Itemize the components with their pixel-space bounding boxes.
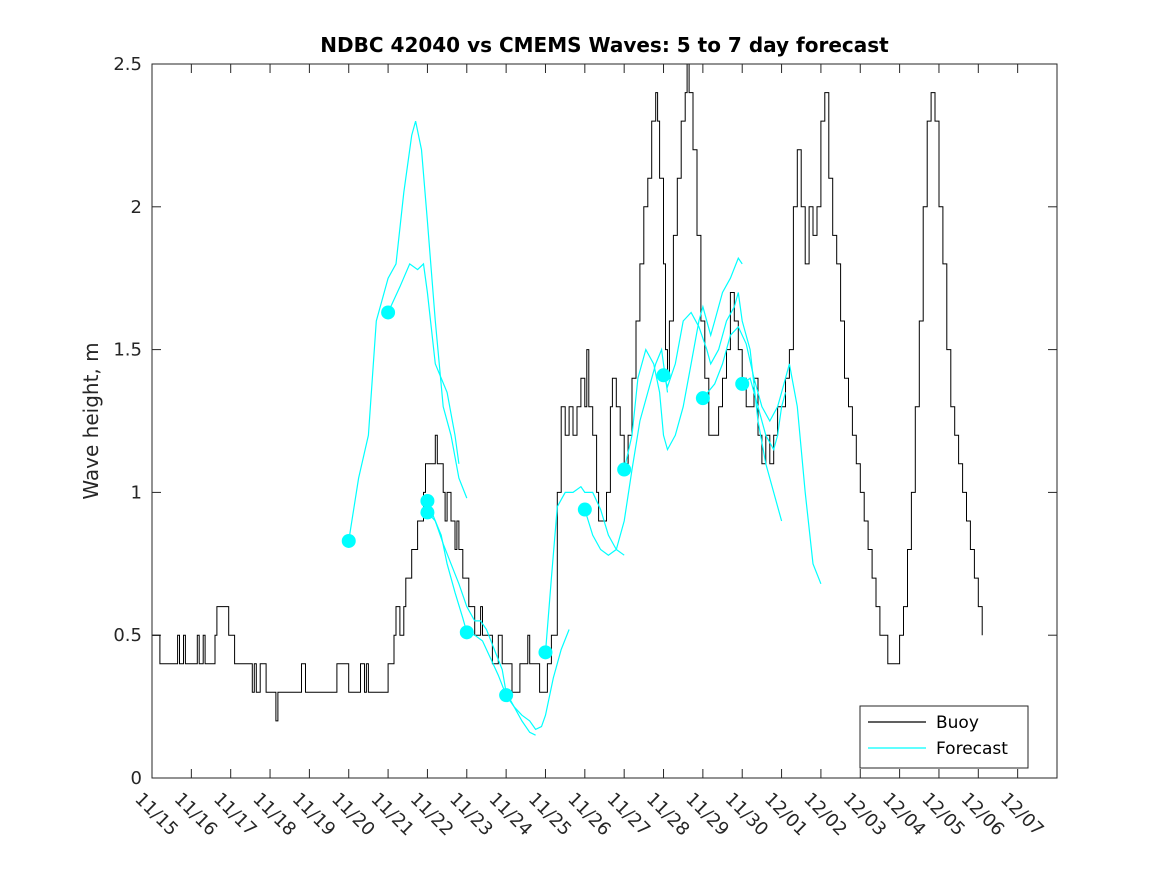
forecast-marker-12 <box>735 376 750 391</box>
y-tick-label: 1.5 <box>113 340 142 361</box>
buoy-line <box>152 64 983 722</box>
forecast-marker-5 <box>459 625 474 640</box>
plot-area <box>152 64 1057 778</box>
chart-title: NDBC 42040 vs CMEMS Waves: 5 to 7 day fo… <box>320 33 889 57</box>
series-forecast <box>341 120 822 736</box>
y-tick-label: 0 <box>131 768 142 789</box>
legend: Buoy Forecast <box>859 705 1029 769</box>
forecast-line-3 <box>426 500 536 736</box>
y-tick-label: 2.5 <box>113 54 142 75</box>
y-tick-label: 0.5 <box>113 625 142 646</box>
forecast-line-4 <box>426 511 570 731</box>
series-layer <box>152 64 983 736</box>
forecast-marker-1 <box>341 533 356 548</box>
plot-frame <box>151 63 1058 779</box>
forecast-marker-7 <box>538 645 553 660</box>
forecast-line-8 <box>662 292 783 522</box>
y-tick-label: 1 <box>131 482 142 503</box>
forecast-marker-3 <box>420 493 435 508</box>
y-axis-label: Wave height, m <box>79 342 103 499</box>
legend-label-forecast: Forecast <box>936 739 1008 759</box>
forecast-line-10 <box>741 377 787 452</box>
forecast-marker-9 <box>617 462 632 477</box>
forecast-marker-10 <box>656 368 671 383</box>
forecast-marker-8 <box>577 502 592 517</box>
forecast-line-5 <box>544 485 625 653</box>
forecast-marker-6 <box>499 688 514 703</box>
series-buoy <box>152 64 983 722</box>
forecast-line-1 <box>348 120 468 542</box>
forecast-line-7 <box>623 256 743 470</box>
y-tick-label: 2 <box>131 197 142 218</box>
forecast-line-6 <box>584 347 669 556</box>
forecast-marker-2 <box>381 305 396 320</box>
legend-label-buoy: Buoy <box>936 713 979 733</box>
forecast-marker-4 <box>420 505 435 520</box>
forecast-line-2 <box>387 262 460 464</box>
legend-box <box>859 705 1029 769</box>
forecast-marker-11 <box>695 391 710 406</box>
forecast-line-9 <box>702 325 822 585</box>
